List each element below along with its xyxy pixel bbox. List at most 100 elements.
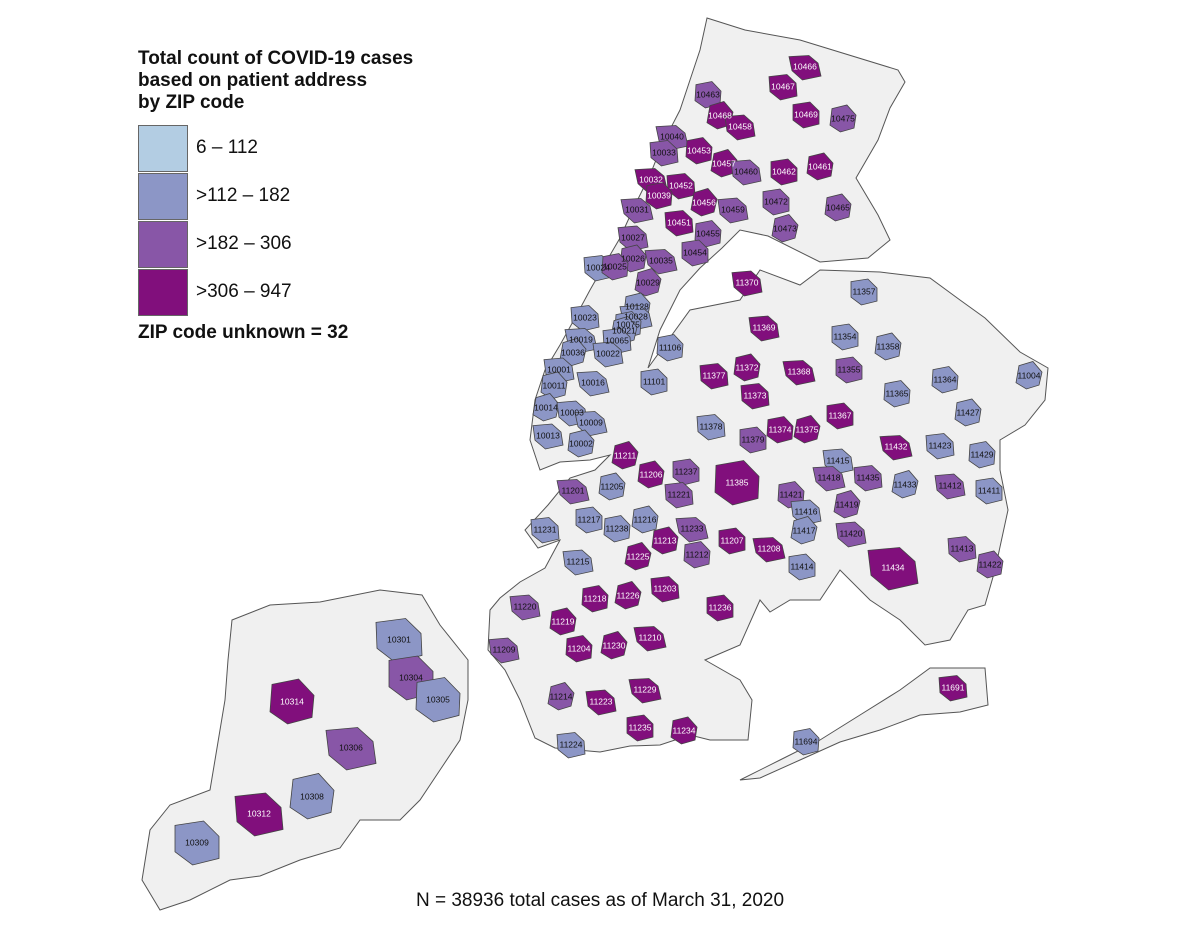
zip-label-10458: 10458 [728,121,752,131]
zip-area-10305 [415,677,461,723]
zip-label-11101: 11101 [643,376,666,386]
legend: Total count of COVID-19 cases based on p… [138,48,458,344]
zip-label-11420: 11420 [839,528,862,538]
zip-label-11220: 11220 [513,601,536,611]
zip-area-10466 [788,55,822,81]
zip-area-11206 [637,460,665,489]
zip-label-11237: 11237 [674,466,697,476]
zip-area-10472 [762,188,790,216]
zip-area-10014 [532,393,560,422]
zip-label-10457: 10457 [712,158,736,168]
zip-label-10465: 10465 [826,202,850,212]
zip-label-11229: 11229 [633,684,656,694]
zip-area-11370 [731,270,763,297]
legend-label: >306 – 947 [196,281,292,302]
zip-area-11358 [874,332,902,361]
zip-area-10456 [690,188,718,217]
zip-area-11379 [739,426,767,454]
zip-area-11419 [833,490,861,519]
zip-label-11429: 11429 [970,449,993,459]
zip-area-10011 [540,371,568,400]
zip-area-11355 [835,356,863,384]
zip-label-11204: 11204 [567,643,590,653]
zip-area-10459 [717,197,749,224]
zip-label-11236: 11236 [708,602,731,612]
zip-label-10305: 10305 [426,694,450,704]
zip-label-10022: 10022 [596,348,620,358]
zip-area-11369 [748,315,780,342]
zip-area-11204 [565,635,593,663]
zip-area-10453 [685,137,713,165]
zip-label-11218: 11218 [583,593,606,603]
zip-area-11235 [626,714,654,742]
zip-area-11004 [1015,361,1043,390]
zip-label-11235: 11235 [628,722,651,732]
zip-area-11691 [938,675,968,702]
zip-label-10455: 10455 [696,228,720,238]
zip-label-11358: 11358 [876,341,899,351]
zip-label-10463: 10463 [696,89,720,99]
zip-label-10466: 10466 [793,61,817,71]
zip-label-10454: 10454 [683,247,707,257]
zip-area-10002 [567,429,595,458]
zip-area-11357 [850,278,878,306]
zip-area-10023 [570,305,600,332]
zip-area-11209 [488,637,520,664]
zip-area-11372 [733,353,761,382]
zip-label-11427: 11427 [956,407,979,417]
zip-area-10309 [174,820,220,866]
zip-label-11223: 11223 [589,696,612,706]
zip-label-11004: 11004 [1017,370,1040,380]
zip-label-11364: 11364 [933,374,956,384]
zip-area-10301 [375,618,423,663]
zip-label-11412: 11412 [938,480,961,490]
zip-area-11229 [628,678,662,704]
zip-label-11211: 11211 [614,450,637,460]
zip-label-10032: 10032 [639,174,663,184]
zip-area-11434 [867,547,919,591]
zip-label-11374: 11374 [768,424,791,434]
zip-label-10312: 10312 [247,808,271,818]
zip-label-11418: 11418 [817,472,840,482]
zip-area-10013 [532,423,564,450]
zip-label-10452: 10452 [669,180,693,190]
zip-label-11368: 11368 [787,366,810,376]
zip-area-10451 [664,210,694,237]
zip-label-11209: 11209 [492,644,515,654]
zip-label-10309: 10309 [185,837,209,847]
zip-area-11230 [600,631,628,660]
zip-area-11210 [633,626,667,652]
zip-area-10465 [824,193,852,222]
zip-area-11220 [509,594,541,621]
zip-label-10009: 10009 [579,417,603,427]
zip-area-11214 [547,682,575,711]
zip-area-11221 [664,482,694,509]
zip-area-10314 [269,678,315,725]
zip-area-10462 [770,158,798,186]
zip-label-11231: 11231 [533,524,556,534]
zip-label-10314: 10314 [280,696,304,706]
landmass-outline [141,589,469,911]
zip-label-11225: 11225 [626,551,649,561]
legend-label: >112 – 182 [196,185,291,206]
zip-area-11377 [699,363,729,390]
zip-label-11417: 11417 [792,525,815,535]
zip-area-11432 [879,435,913,461]
zip-label-11205: 11205 [600,481,623,491]
zip-label-11385: 11385 [725,477,748,487]
zip-area-11212 [683,541,711,569]
zip-label-11370: 11370 [735,277,758,287]
zip-label-11219: 11219 [551,616,574,626]
zip-area-10039 [645,182,673,210]
zip-area-11414 [788,553,816,581]
zip-label-11367: 11367 [828,410,851,420]
legend-swatch [138,220,188,268]
zip-area-10475 [829,104,857,133]
zip-area-11413 [947,536,977,563]
zip-label-10075: 10075 [616,319,640,329]
zip-area-11231 [530,517,560,544]
zip-label-10128: 10128 [625,301,649,311]
zip-label-10040: 10040 [660,131,684,141]
